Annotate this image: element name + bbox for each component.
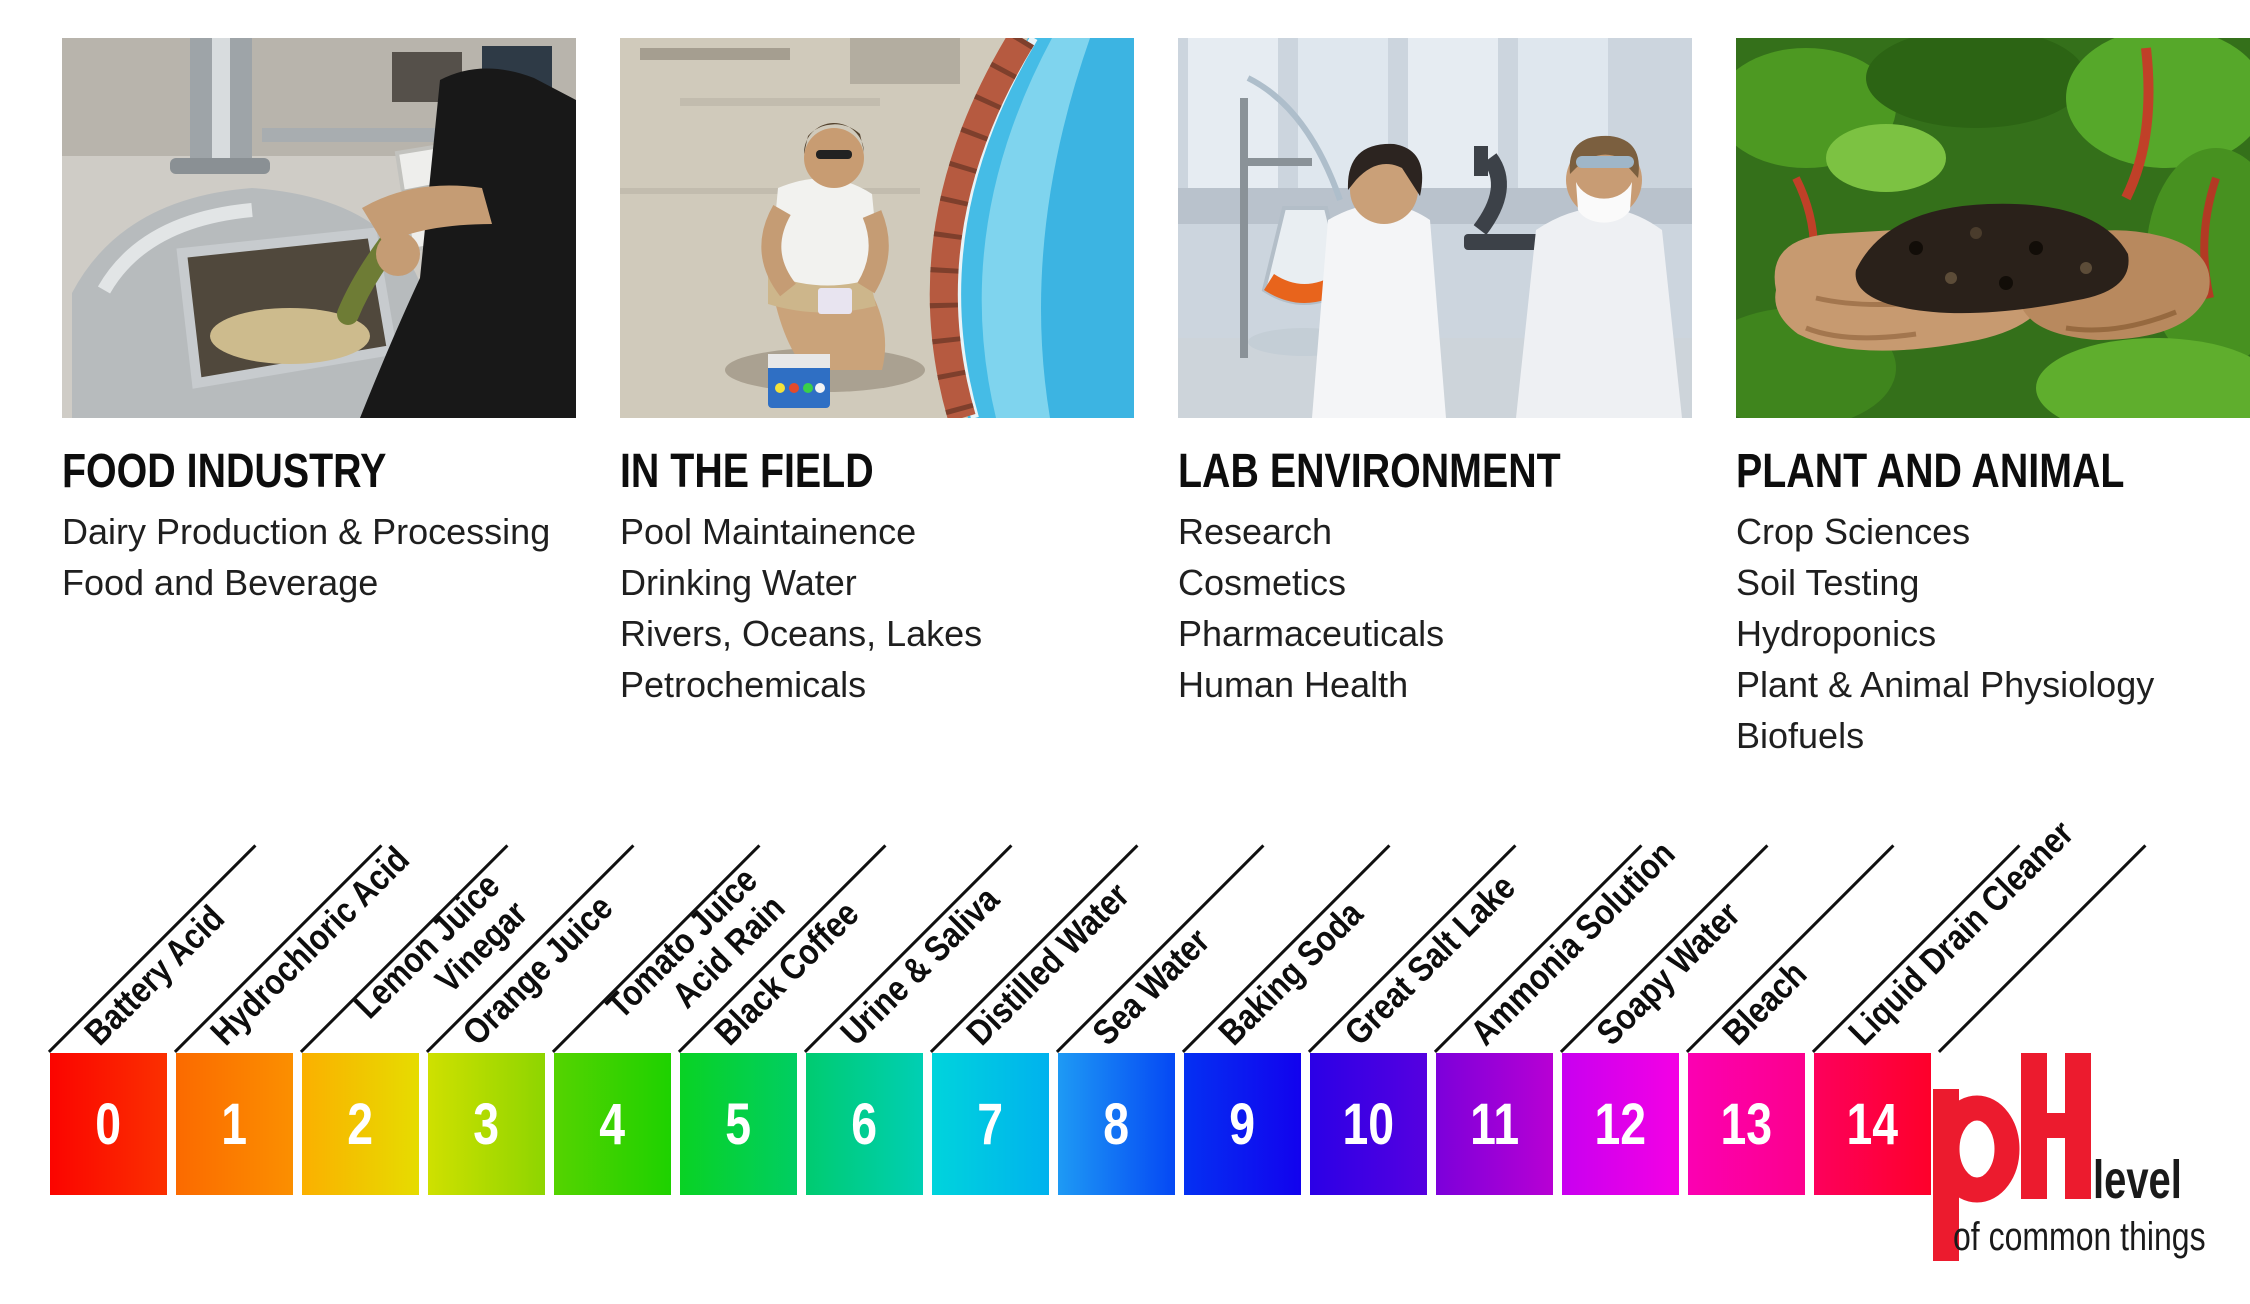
ph-number: 13 — [1720, 1091, 1773, 1157]
section-list-item: Drinking Water — [620, 562, 857, 603]
ph-logo-subtitle: of common things — [1953, 1215, 2206, 1259]
section-list-item: Research — [1178, 511, 1333, 552]
section-title-text: PLANT AND ANIMAL — [1736, 445, 2125, 498]
section-list-item: Human Health — [1178, 664, 1409, 705]
ph-label-line: Sea Water — [1084, 920, 1218, 1054]
section-title-text: FOOD INDUSTRY — [62, 445, 387, 498]
ph-logo-mark — [1933, 1053, 2091, 1261]
section-title: IN THE FIELD — [620, 448, 1134, 496]
section-list-item: Pool Maintainence — [620, 511, 917, 552]
section-list-item: Pharmaceuticals — [1178, 613, 1445, 654]
ph-box-3: 3 — [428, 1053, 545, 1195]
ph-box-1: 1 — [176, 1053, 293, 1195]
section-list: Crop Sciences Soil Testing Hydroponics Plan… — [1736, 506, 2250, 761]
section-in-the-field: IN THE FIELD Pool Maintainence Drinking W… — [620, 38, 1134, 710]
section-list-item: Crop Sciences — [1736, 511, 1971, 552]
soil-hands-photo — [1736, 38, 2250, 418]
ph-box-10: 10 — [1310, 1053, 1427, 1195]
ph-label-line: Bleach — [1714, 953, 1815, 1054]
section-list-item: Biofuels — [1736, 715, 1865, 756]
section-list-item: Rivers, Oceans, Lakes — [620, 613, 983, 654]
diagonal-separator-line — [1811, 844, 2021, 1053]
ph-label-13: Bleach — [1714, 953, 1815, 1054]
section-list-item: Dairy Production & Processing — [62, 511, 551, 552]
section-plant-and-animal: PLANT AND ANIMAL Crop Sciences Soil Testi… — [1736, 38, 2250, 761]
ph-number: 9 — [1229, 1091, 1256, 1157]
ph-number: 7 — [977, 1091, 1004, 1157]
ph-number: 14 — [1846, 1091, 1899, 1157]
section-title: FOOD INDUSTRY — [62, 448, 576, 496]
section-list-item: Soil Testing — [1736, 562, 1920, 603]
section-title: LAB ENVIRONMENT — [1178, 448, 1692, 496]
ph-number: 2 — [347, 1091, 374, 1157]
ph-box-9: 9 — [1184, 1053, 1301, 1195]
section-list: Pool Maintainence Drinking Water Rivers, O… — [620, 506, 1134, 710]
section-list-item: Hydroponics — [1736, 613, 1937, 654]
section-list-item: Cosmetics — [1178, 562, 1347, 603]
ph-box-13: 13 — [1688, 1053, 1805, 1195]
pool-testing-photo — [620, 38, 1134, 418]
ph-box-8: 8 — [1058, 1053, 1175, 1195]
section-list-item: Plant & Animal Physiology — [1736, 664, 2155, 705]
ph-number: 4 — [599, 1091, 626, 1157]
section-list: Research Cosmetics Pharmaceuticals Human He… — [1178, 506, 1692, 710]
food-industry-photo — [62, 38, 576, 418]
ph-logo-level-text: level — [2093, 1150, 2182, 1210]
ph-number: 6 — [851, 1091, 878, 1157]
ph-box-6: 6 — [806, 1053, 923, 1195]
section-lab-environment: LAB ENVIRONMENT Research Cosmetics Pharmac… — [1178, 38, 1692, 710]
section-title: PLANT AND ANIMAL — [1736, 448, 2250, 496]
ph-logo: level of common things — [1933, 1053, 2250, 1293]
ph-box-5: 5 — [680, 1053, 797, 1195]
ph-number: 10 — [1342, 1091, 1395, 1157]
lab-research-photo — [1178, 38, 1692, 418]
section-list-item: Petrochemicals — [620, 664, 867, 705]
ph-number: 12 — [1594, 1091, 1647, 1157]
ph-number: 11 — [1469, 1091, 1520, 1157]
ph-label-line: Liquid Drain Cleaner — [1840, 812, 2081, 1054]
ph-number: 1 — [221, 1091, 248, 1157]
ph-number: 5 — [725, 1091, 752, 1157]
section-list-item: Food and Beverage — [62, 562, 379, 603]
section-food-industry: FOOD INDUSTRY Dairy Production & Process… — [62, 38, 576, 608]
ph-box-14: 14 — [1814, 1053, 1931, 1195]
section-title-text: IN THE FIELD — [620, 445, 874, 498]
ph-box-2: 2 — [302, 1053, 419, 1195]
ph-box-11: 11 — [1436, 1053, 1553, 1195]
ph-number: 0 — [95, 1091, 122, 1157]
ph-number: 8 — [1103, 1091, 1130, 1157]
ph-box-12: 12 — [1562, 1053, 1679, 1195]
ph-number: 3 — [473, 1091, 500, 1157]
ph-box-4: 4 — [554, 1053, 671, 1195]
ph-label-14: Liquid Drain Cleaner — [1840, 812, 2081, 1054]
ph-label-8: Sea Water — [1084, 920, 1218, 1054]
section-title-text: LAB ENVIRONMENT — [1178, 445, 1561, 498]
ph-box-7: 7 — [932, 1053, 1049, 1195]
section-list: Dairy Production & Processing Food and Be… — [62, 506, 576, 608]
ph-box-0: 0 — [50, 1053, 167, 1195]
